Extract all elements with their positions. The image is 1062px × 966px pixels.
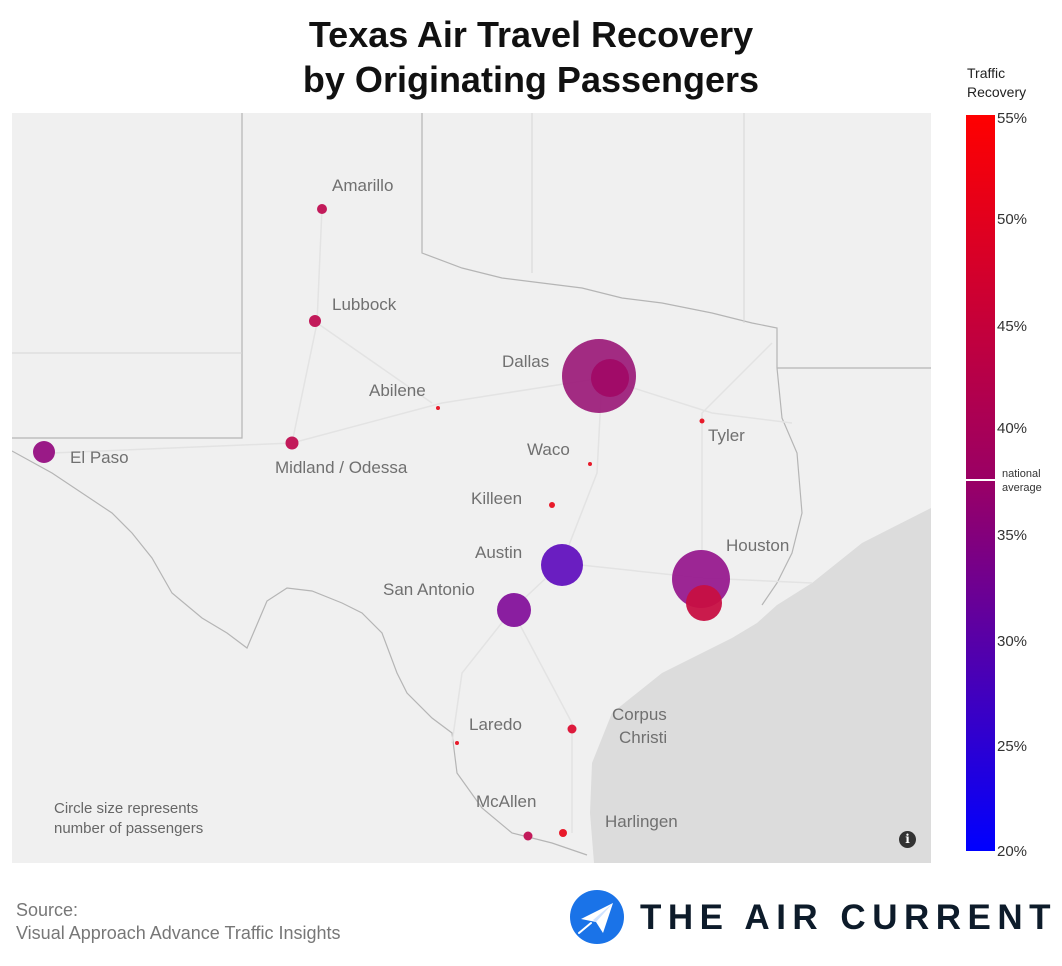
circle-el-paso[interactable]: [33, 441, 55, 463]
legend-tick-40: 40%: [997, 420, 1028, 437]
paper-plane-icon: [570, 890, 624, 944]
size-note: Circle size represents number of passeng…: [54, 799, 203, 839]
legend-color-bar: [966, 115, 995, 851]
legend-tick-45: 45%: [997, 318, 1028, 335]
size-note-line-2: number of passengers: [54, 820, 204, 837]
circle-abilene[interactable]: [436, 406, 440, 410]
size-note-line-1: Circle size represents: [54, 800, 199, 817]
city-label-dallas: Dallas: [502, 352, 550, 371]
legend-title: Traffic Recovery: [967, 64, 1026, 102]
legend-tick-55: 55%: [997, 110, 1028, 127]
national-average-label: national average: [1002, 467, 1042, 495]
circle-waco[interactable]: [588, 462, 592, 466]
city-label-austin: Austin: [475, 543, 523, 562]
city-label-tyler: Tyler: [708, 426, 745, 445]
source-line-2: Visual Approach Advance Traffic Insights: [16, 923, 341, 943]
circle-corpus-christi[interactable]: [567, 724, 577, 734]
city-label-abilene: Abilene: [369, 381, 426, 400]
source-note: Source: Visual Approach Advance Traffic …: [16, 899, 341, 945]
texas-border: [12, 113, 931, 856]
city-label-harlingen: Harlingen: [605, 812, 678, 831]
legend-title-line-1: Traffic: [967, 65, 1006, 81]
national-average-line-1: national: [1002, 468, 1041, 480]
city-label-corpus-christi-2: Christi: [619, 728, 668, 747]
legend-tick-25: 25%: [997, 738, 1028, 755]
city-label-waco: Waco: [527, 440, 570, 459]
circle-dallas-inner[interactable]: [591, 359, 629, 397]
legend-tick-20: 20%: [997, 843, 1028, 860]
city-label-lubbock: Lubbock: [332, 295, 397, 314]
city-label-killeen: Killeen: [471, 489, 523, 508]
city-label-laredo: Laredo: [469, 715, 522, 734]
neighbor-state-lines: [12, 113, 745, 354]
circle-san-antonio[interactable]: [497, 593, 531, 627]
title-line-1: Texas Air Travel Recovery: [308, 14, 754, 55]
gulf-water: [590, 508, 931, 863]
legend-tick-50: 50%: [997, 211, 1028, 228]
city-label-houston: Houston: [726, 536, 790, 555]
city-label-el-paso: El Paso: [70, 448, 129, 467]
circle-amarillo[interactable]: [317, 204, 327, 214]
circle-tyler[interactable]: [699, 418, 705, 424]
national-average-marker: [966, 479, 995, 481]
city-label-san-antonio: San Antonio: [383, 580, 475, 599]
texas-map[interactable]: Amarillo Lubbock Dallas Abilene Tyler El…: [12, 113, 931, 863]
circle-midland-odessa[interactable]: [285, 436, 299, 450]
circle-houston-inner[interactable]: [686, 585, 722, 621]
city-label-amarillo: Amarillo: [332, 176, 394, 195]
title-line-2: by Originating Passengers: [302, 59, 760, 100]
circle-killeen[interactable]: [549, 502, 555, 508]
brand-name: THE AIR CURRENT: [640, 898, 1058, 937]
info-icon[interactable]: i: [899, 831, 916, 848]
chart-title: Texas Air Travel Recovery by Originating…: [0, 12, 1062, 102]
circles-layer: [33, 204, 730, 841]
circle-austin[interactable]: [541, 544, 583, 586]
circle-mcallen[interactable]: [523, 831, 533, 841]
city-label-corpus-christi-1: Corpus: [612, 705, 667, 724]
national-average-line-2: average: [1002, 482, 1042, 494]
circle-harlingen[interactable]: [559, 829, 567, 837]
source-line-1: Source:: [16, 900, 79, 920]
city-label-mcallen: McAllen: [476, 792, 537, 811]
legend-title-line-2: Recovery: [967, 84, 1027, 100]
circle-laredo[interactable]: [455, 741, 459, 745]
circle-lubbock[interactable]: [309, 315, 321, 327]
legend-tick-35: 35%: [997, 527, 1028, 544]
legend-tick-30: 30%: [997, 633, 1028, 650]
city-label-midland-odessa: Midland / Odessa: [275, 458, 408, 477]
